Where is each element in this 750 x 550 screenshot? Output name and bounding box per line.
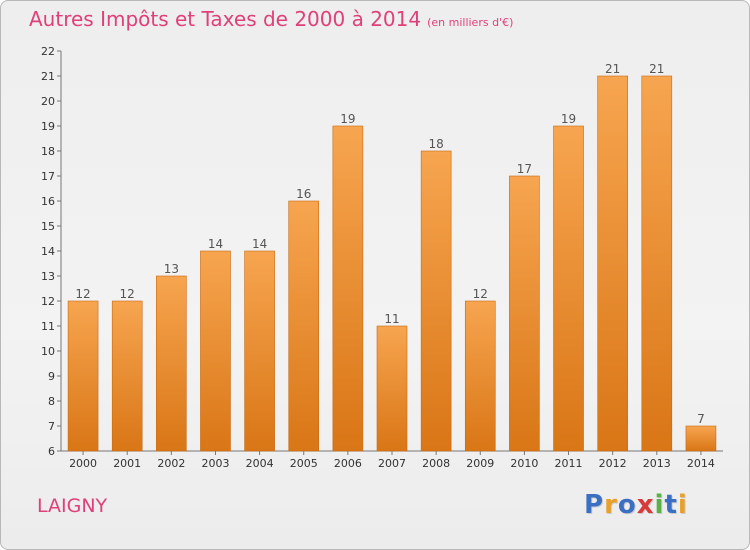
y-tick-label: 10 (41, 345, 55, 358)
x-tick-label: 2008 (422, 457, 450, 470)
bar (244, 250, 275, 452)
bar-value-label: 12 (120, 287, 135, 301)
bar (597, 75, 628, 452)
x-tick-label: 2007 (378, 457, 406, 470)
bar (332, 125, 364, 452)
y-tick-label: 11 (41, 320, 55, 333)
bar-value-label: 16 (296, 187, 311, 201)
y-tick-label: 7 (48, 420, 55, 433)
logo-letter: r (604, 490, 618, 520)
logo-letter: t (664, 490, 678, 520)
bar-value-label: 12 (473, 287, 488, 301)
bar-value-label: 19 (561, 112, 576, 126)
logo-letter: i (654, 490, 665, 520)
x-tick-label: 2011 (555, 457, 583, 470)
x-tick-label: 2003 (201, 457, 229, 470)
title-main: Autres Impôts et Taxes de 2000 à 2014 (29, 7, 422, 31)
y-tick-label: 9 (48, 370, 55, 383)
logo-letter: x (636, 490, 655, 520)
bar (420, 150, 452, 452)
bar-value-label: 14 (252, 237, 267, 251)
chart-title: Autres Impôts et Taxes de 2000 à 2014 (en… (29, 7, 513, 31)
x-tick-label: 2014 (687, 457, 715, 470)
logo-letter: o (617, 490, 637, 520)
bar-value-label: 7 (697, 412, 705, 426)
y-tick-label: 21 (41, 70, 55, 83)
bar-value-label: 21 (649, 62, 664, 76)
y-tick-label: 20 (41, 95, 55, 108)
y-tick-label: 18 (41, 145, 55, 158)
bar-value-label: 13 (164, 262, 179, 276)
x-tick-label: 2010 (510, 457, 538, 470)
y-tick-label: 22 (41, 45, 55, 58)
bar-value-label: 14 (208, 237, 223, 251)
commune-name: LAIGNY (37, 495, 108, 517)
bar (553, 125, 584, 452)
y-tick-label: 13 (41, 270, 55, 283)
bar-value-label: 17 (517, 162, 532, 176)
bar (156, 275, 187, 452)
y-tick-label: 6 (48, 445, 55, 458)
x-tick-label: 2012 (599, 457, 627, 470)
y-tick-label: 17 (41, 170, 55, 183)
bar (685, 425, 717, 452)
x-tick-label: 2000 (69, 457, 97, 470)
x-tick-label: 2004 (246, 457, 274, 470)
y-tick-label: 8 (48, 395, 55, 408)
bar (641, 75, 673, 452)
proxiti-logo: Proxiti (584, 490, 688, 520)
x-tick-label: 2001 (113, 457, 141, 470)
y-tick-label: 12 (41, 295, 55, 308)
y-tick-label: 15 (41, 220, 55, 233)
logo-letter: P (584, 490, 605, 520)
x-tick-label: 2005 (290, 457, 318, 470)
bar (200, 250, 231, 452)
x-tick-label: 2006 (334, 457, 362, 470)
bar-value-label: 19 (340, 112, 355, 126)
y-tick-label: 19 (41, 120, 55, 133)
bar-value-label: 18 (428, 137, 443, 151)
bar-value-label: 12 (75, 287, 90, 301)
title-unit: (en milliers d'€) (427, 16, 514, 29)
x-tick-label: 2013 (643, 457, 671, 470)
bar (464, 300, 496, 452)
y-tick-label: 14 (41, 245, 55, 258)
bar-value-label: 11 (384, 312, 399, 326)
bar (67, 300, 99, 452)
logo-letter: i (677, 490, 688, 520)
y-tick-label: 16 (41, 195, 55, 208)
bar (111, 300, 143, 452)
bar (376, 325, 408, 452)
bar-value-label: 21 (605, 62, 620, 76)
bar (509, 175, 540, 452)
x-tick-label: 2002 (157, 457, 185, 470)
bar (288, 200, 320, 452)
x-tick-label: 2009 (466, 457, 494, 470)
